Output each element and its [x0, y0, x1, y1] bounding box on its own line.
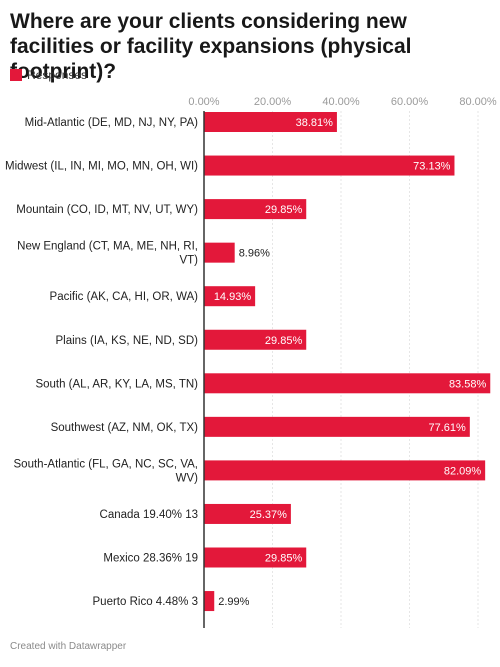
data-label: 25.37%	[250, 509, 288, 521]
category-label: Mexico 28.36% 19	[103, 553, 198, 565]
category-label: Southwest (AZ, NM, OK, TX)	[51, 422, 199, 434]
bar	[204, 199, 307, 220]
bar	[204, 373, 491, 394]
category-label: Plains (IA, KS, NE, ND, SD)	[55, 335, 198, 347]
bar	[204, 112, 337, 132]
x-tick-label: 80.00%	[459, 96, 497, 108]
data-label: 82.09%	[444, 465, 482, 477]
category-label: Mountain (CO, ID, MT, NV, UT, WY)	[16, 204, 198, 216]
chart-legend: Responses	[10, 67, 87, 83]
bar	[204, 460, 486, 481]
data-label: 8.96%	[239, 248, 270, 260]
data-label: 73.13%	[413, 161, 451, 173]
bar	[204, 416, 470, 437]
category-label: Canada 19.40% 13	[100, 509, 198, 521]
x-tick-label: 40.00%	[322, 96, 360, 108]
bar	[204, 591, 215, 612]
data-label: 2.99%	[218, 596, 249, 608]
legend-swatch	[10, 69, 22, 81]
footer-credit: Created with Datawrapper	[10, 641, 127, 652]
legend-label: Responses	[27, 68, 88, 82]
data-label: 77.61%	[429, 422, 467, 434]
data-label: 14.93%	[214, 291, 252, 303]
x-tick-label: 0.00%	[188, 96, 219, 108]
bar	[204, 503, 291, 524]
bar	[204, 329, 307, 350]
category-label: WV)	[176, 472, 199, 484]
data-label: 29.85%	[265, 335, 303, 347]
bar	[204, 286, 256, 307]
category-label: VT)	[179, 255, 198, 267]
category-label: Pacific (AK, CA, HI, OR, WA)	[50, 291, 199, 303]
chart-title: Where are your clients considering new f…	[10, 10, 412, 83]
category-label: South (AL, AR, KY, LA, MS, TN)	[35, 378, 198, 390]
bar	[204, 547, 307, 568]
category-label: South-Atlantic (FL, GA, NC, SC, VA,	[14, 458, 198, 470]
data-label: 83.58%	[449, 378, 487, 390]
data-label: 38.81%	[296, 117, 334, 129]
category-label: New England (CT, MA, ME, NH, RI,	[17, 241, 198, 253]
bar	[204, 242, 235, 263]
data-label: 29.85%	[265, 553, 303, 565]
x-tick-label: 60.00%	[391, 96, 429, 108]
data-label: 29.85%	[265, 204, 303, 216]
category-label: Midwest (IL, IN, MI, MO, MN, OH, WI)	[5, 161, 198, 173]
bar	[204, 155, 455, 176]
category-label: Mid-Atlantic (DE, MD, NJ, NY, PA)	[25, 117, 199, 129]
x-tick-label: 20.00%	[254, 96, 292, 108]
category-label: Puerto Rico 4.48% 3	[93, 596, 198, 608]
